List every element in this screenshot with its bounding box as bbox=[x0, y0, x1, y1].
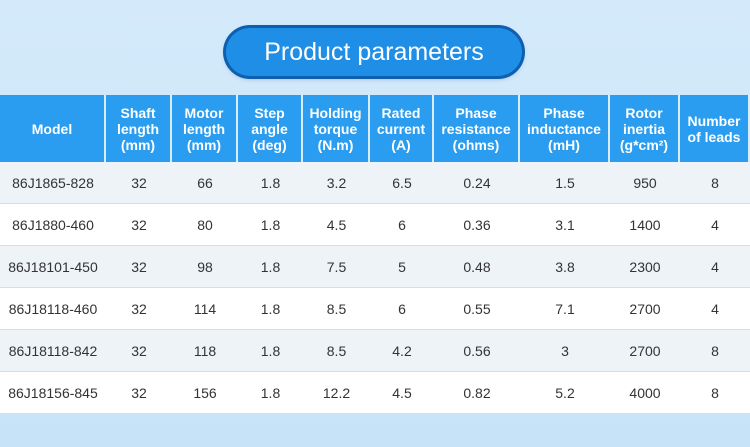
table-cell: 86J1865-828 bbox=[0, 162, 106, 204]
table-cell: 4 bbox=[680, 246, 750, 288]
header-text: Holding bbox=[309, 104, 362, 121]
header-text: inductance bbox=[527, 120, 601, 137]
header-cell: Rotor inertia (g*cm²) bbox=[610, 95, 680, 162]
table-cell: 8.5 bbox=[303, 330, 370, 372]
table-cell: 6.5 bbox=[370, 162, 434, 204]
table-cell: 3.8 bbox=[520, 246, 610, 288]
table-cell: 8 bbox=[680, 162, 750, 204]
table-cell: 5 bbox=[370, 246, 434, 288]
header-cell: Phase inductance (mH) bbox=[520, 95, 610, 162]
page-title: Product parameters bbox=[226, 28, 522, 76]
table-cell: 80 bbox=[172, 204, 238, 246]
header-text: Shaft bbox=[120, 104, 156, 121]
header-cell: Step angle (deg) bbox=[238, 95, 303, 162]
header-text: (mm) bbox=[120, 136, 156, 153]
header-cell: Motor length (mm) bbox=[172, 95, 238, 162]
header-text: (A) bbox=[391, 136, 411, 153]
header-text: Number bbox=[687, 112, 741, 129]
table-cell: 5.2 bbox=[520, 372, 610, 414]
header-cell: Shaft length (mm) bbox=[106, 95, 172, 162]
table-cell: 0.24 bbox=[434, 162, 520, 204]
table-cell: 6 bbox=[370, 288, 434, 330]
header-text: Rotor bbox=[625, 104, 663, 121]
table-cell: 86J1880-460 bbox=[0, 204, 106, 246]
header-cell: Model bbox=[0, 95, 106, 162]
header-text: of leads bbox=[687, 128, 741, 145]
table-cell: 66 bbox=[172, 162, 238, 204]
table-cell: 8.5 bbox=[303, 288, 370, 330]
table-cell: 32 bbox=[106, 372, 172, 414]
table-cell: 1.8 bbox=[238, 162, 303, 204]
header-text: Phase bbox=[543, 104, 585, 121]
table-cell: 86J18118-460 bbox=[0, 288, 106, 330]
header-text: (deg) bbox=[252, 136, 287, 153]
header-text: (g*cm²) bbox=[619, 136, 669, 153]
header-text: (N.m) bbox=[317, 136, 354, 153]
header-text: current bbox=[376, 120, 426, 137]
table-cell: 1.5 bbox=[520, 162, 610, 204]
header-text: length bbox=[117, 120, 159, 137]
header-cell: Number of leads bbox=[680, 95, 750, 162]
table-cell: 1.8 bbox=[238, 330, 303, 372]
table-cell: 4 bbox=[680, 288, 750, 330]
header-text: Rated bbox=[381, 104, 421, 121]
table-cell: 118 bbox=[172, 330, 238, 372]
table-cell: 7.5 bbox=[303, 246, 370, 288]
table-cell: 0.36 bbox=[434, 204, 520, 246]
table-cell: 2300 bbox=[610, 246, 680, 288]
table-cell: 32 bbox=[106, 246, 172, 288]
header-text: (mm) bbox=[186, 136, 222, 153]
table-cell: 3.2 bbox=[303, 162, 370, 204]
table-cell: 32 bbox=[106, 288, 172, 330]
header-text: (ohms) bbox=[452, 136, 500, 153]
table-cell: 32 bbox=[106, 162, 172, 204]
header-text: torque bbox=[313, 120, 358, 137]
table-cell: 2700 bbox=[610, 288, 680, 330]
header-cell: Holding torque (N.m) bbox=[303, 95, 370, 162]
table-cell: 4.5 bbox=[370, 372, 434, 414]
table-cell: 86J18101-450 bbox=[0, 246, 106, 288]
header-text: (mH) bbox=[548, 136, 580, 153]
header-cell: Rated current (A) bbox=[370, 95, 434, 162]
table-cell: 8 bbox=[680, 372, 750, 414]
table-cell: 950 bbox=[610, 162, 680, 204]
table-cell: 114 bbox=[172, 288, 238, 330]
table-cell: 6 bbox=[370, 204, 434, 246]
table-cell: 4.2 bbox=[370, 330, 434, 372]
table-cell: 0.56 bbox=[434, 330, 520, 372]
table-cell: 7.1 bbox=[520, 288, 610, 330]
table-cell: 12.2 bbox=[303, 372, 370, 414]
table-cell: 4 bbox=[680, 204, 750, 246]
header-text: Phase bbox=[455, 104, 497, 121]
table-cell: 0.48 bbox=[434, 246, 520, 288]
table-cell: 1.8 bbox=[238, 204, 303, 246]
header-cell: Phase resistance (ohms) bbox=[434, 95, 520, 162]
table-cell: 1400 bbox=[610, 204, 680, 246]
table-cell: 86J18118-842 bbox=[0, 330, 106, 372]
table-cell: 0.55 bbox=[434, 288, 520, 330]
header-text: Motor bbox=[184, 104, 224, 121]
table-cell: 2700 bbox=[610, 330, 680, 372]
table-cell: 4.5 bbox=[303, 204, 370, 246]
header-text: resistance bbox=[441, 120, 511, 137]
table-cell: 3.1 bbox=[520, 204, 610, 246]
table-cell: 98 bbox=[172, 246, 238, 288]
table-cell: 32 bbox=[106, 204, 172, 246]
header-text: angle bbox=[251, 120, 288, 137]
table-cell: 86J18156-845 bbox=[0, 372, 106, 414]
table-cell: 8 bbox=[680, 330, 750, 372]
header-text: inertia bbox=[622, 120, 665, 137]
header-text: length bbox=[183, 120, 225, 137]
header-text: Step bbox=[254, 104, 285, 121]
table-cell: 3 bbox=[520, 330, 610, 372]
table-cell: 1.8 bbox=[238, 246, 303, 288]
table-cell: 156 bbox=[172, 372, 238, 414]
table-cell: 32 bbox=[106, 330, 172, 372]
table-cell: 0.82 bbox=[434, 372, 520, 414]
table-cell: 4000 bbox=[610, 372, 680, 414]
table-cell: 1.8 bbox=[238, 288, 303, 330]
header-text: Model bbox=[31, 120, 73, 137]
table-cell: 1.8 bbox=[238, 372, 303, 414]
